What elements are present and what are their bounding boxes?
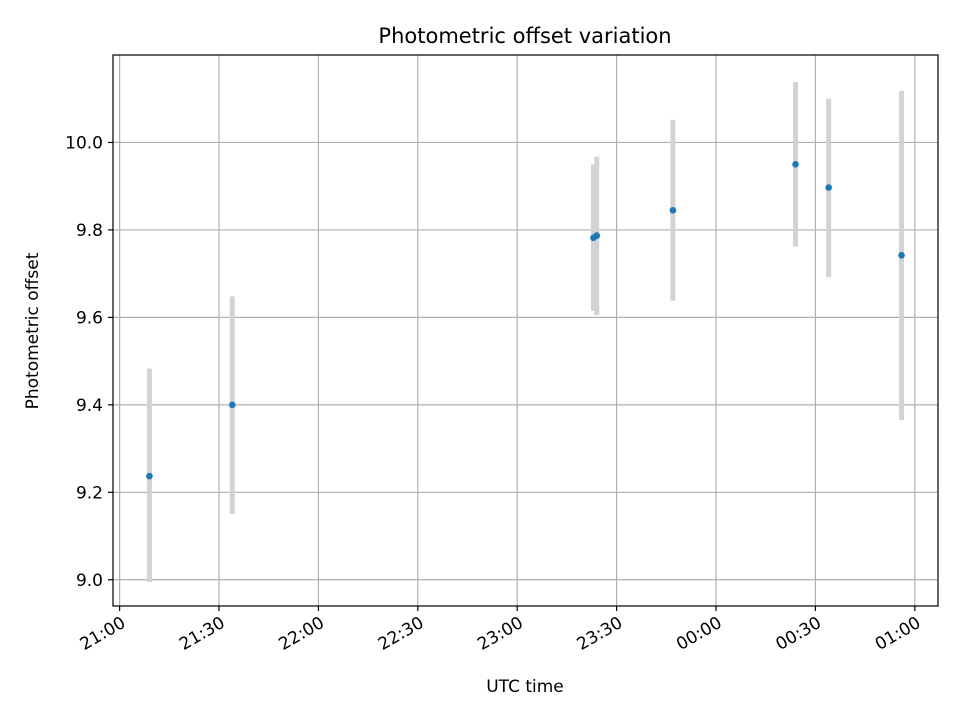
chart-title: Photometric offset variation: [378, 24, 671, 48]
grid: [113, 55, 938, 606]
data-point: [898, 251, 905, 259]
data-point: [792, 161, 799, 168]
y-tick-label: 9.6: [76, 308, 103, 328]
data-point: [228, 401, 236, 409]
data-point: [669, 206, 677, 214]
y-tick-label: 9.8: [76, 221, 103, 241]
plot-area-frame: [112, 54, 939, 607]
y-axis-ticks: 9.0 9.2 9.4 9.6 9.8 10.0: [65, 133, 113, 591]
data-points: [146, 161, 905, 480]
data-point: [146, 472, 153, 480]
y-tick-label: 9.2: [76, 483, 103, 503]
data-point: [593, 232, 601, 239]
y-tick-label: 9.4: [76, 396, 103, 416]
y-tick-label: 9.0: [76, 571, 103, 591]
y-tick-label: 10.0: [65, 133, 103, 153]
data-point: [825, 184, 832, 191]
y-axis-label: Photometric offset: [23, 252, 43, 409]
x-axis-label: UTC time: [486, 677, 564, 697]
